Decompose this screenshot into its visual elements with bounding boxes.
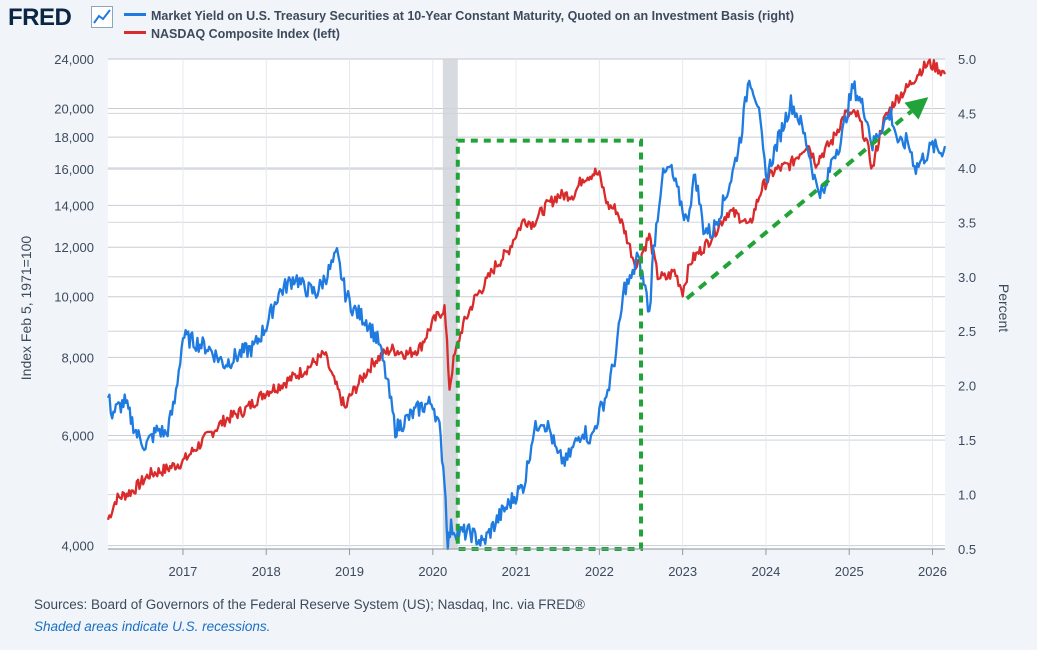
right-tick-label: 4.5 bbox=[958, 106, 976, 121]
legend-item-treasury-yield[interactable]: Market Yield on U.S. Treasury Securities… bbox=[124, 9, 794, 23]
x-tick-label: 2023 bbox=[668, 564, 697, 579]
left-tick-label: 20,000 bbox=[54, 102, 94, 117]
left-tick-label: 4,000 bbox=[61, 539, 94, 554]
y-axis-label-right: Percent bbox=[996, 284, 1012, 332]
chart-area: 4,000 6,000 8,000 10,000 12,000 14,000 16,000 1… bbox=[18, 52, 1012, 579]
left-tick-label: 8,000 bbox=[61, 350, 94, 365]
recession-shading bbox=[442, 59, 458, 549]
right-tick-label: 0.5 bbox=[958, 542, 976, 557]
annotations bbox=[455, 97, 929, 552]
x-tick-label: 2019 bbox=[335, 564, 364, 579]
annotation-arrow-head bbox=[904, 97, 929, 120]
right-tick-label: 1.5 bbox=[958, 433, 976, 448]
legend-item-nasdaq[interactable]: NASDAQ Composite Index (left) bbox=[124, 27, 340, 41]
right-tick-label: 2.0 bbox=[958, 379, 976, 394]
left-tick-label: 10,000 bbox=[54, 290, 94, 305]
x-axis-ticks: 2017 2018 2019 2020 2021 2022 2023 2024 2025 2026 bbox=[108, 548, 947, 579]
right-tick-label: 4.0 bbox=[958, 161, 976, 176]
right-tick-label: 3.0 bbox=[958, 270, 976, 285]
annotation-dashed-box bbox=[455, 138, 644, 552]
right-tick-label: 3.5 bbox=[958, 215, 976, 230]
line-chart-icon bbox=[91, 6, 113, 28]
legend-swatch-blue bbox=[124, 13, 146, 17]
x-tick-label: 2017 bbox=[168, 564, 197, 579]
y-axis-label-left: Index Feb 5, 1971=100 bbox=[18, 236, 34, 381]
x-tick-label: 2022 bbox=[585, 564, 614, 579]
right-tick-label: 2.5 bbox=[958, 324, 976, 339]
right-tick-label: 5.0 bbox=[958, 52, 976, 67]
left-tick-label: 24,000 bbox=[54, 52, 94, 67]
x-tick-label: 2018 bbox=[252, 564, 281, 579]
legend-label-treasury-yield: Market Yield on U.S. Treasury Securities… bbox=[151, 9, 794, 23]
x-tick-label: 2021 bbox=[502, 564, 531, 579]
x-tick-label: 2020 bbox=[418, 564, 447, 579]
right-tick-label: 1.0 bbox=[958, 488, 976, 503]
left-tick-label: 14,000 bbox=[54, 198, 94, 213]
fred-logo[interactable]: FRED bbox=[8, 4, 72, 31]
gridlines bbox=[108, 58, 945, 550]
x-tick-label: 2025 bbox=[835, 564, 864, 579]
left-tick-label: 18,000 bbox=[54, 130, 94, 145]
x-tick-label: 2026 bbox=[918, 564, 947, 579]
series-lines bbox=[106, 58, 947, 551]
left-tick-label: 16,000 bbox=[54, 162, 94, 177]
left-tick-label: 12,000 bbox=[54, 240, 94, 255]
nasdaq-line bbox=[106, 58, 947, 521]
legend-swatch-red bbox=[124, 31, 146, 35]
sources-text: Sources: Board of Governors of the Feder… bbox=[34, 597, 585, 612]
left-axis-ticks: 4,000 6,000 8,000 10,000 12,000 14,000 16,000 1… bbox=[54, 52, 94, 554]
recession-band bbox=[442, 59, 458, 549]
right-axis-ticks: 0.5 1.0 1.5 2.0 2.5 3.0 3.5 4.0 4.5 5.0 bbox=[958, 52, 976, 557]
x-tick-label: 2024 bbox=[751, 564, 780, 579]
treasury-yield-line bbox=[106, 79, 947, 551]
recession-note: Shaded areas indicate U.S. recessions. bbox=[34, 619, 271, 634]
legend-label-nasdaq: NASDAQ Composite Index (left) bbox=[151, 27, 340, 41]
left-tick-label: 6,000 bbox=[61, 428, 94, 443]
annotation-dashed-arrow bbox=[685, 109, 913, 301]
